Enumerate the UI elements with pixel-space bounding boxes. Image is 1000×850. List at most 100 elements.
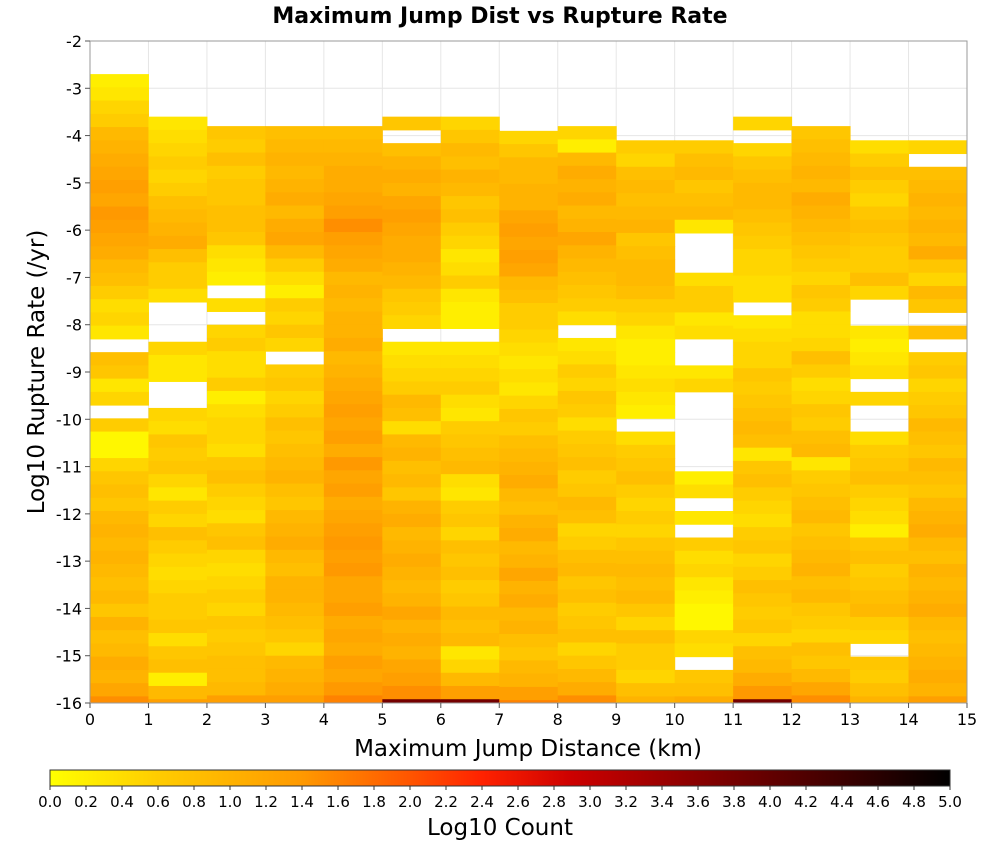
heatmap-cell [908,140,968,155]
heatmap-cell [499,647,559,661]
heatmap-cell [557,563,617,577]
heatmap-cell [90,458,149,472]
heatmap-cell [148,474,208,488]
heatmap-cell [90,365,149,380]
colorbar-tick-label: 0.2 [74,793,98,811]
heatmap-cell [791,324,851,339]
heatmap-cell [499,210,559,225]
colorbar-tick-label: 3.2 [614,793,638,811]
heatmap-cell [440,566,500,581]
heatmap-cell [382,553,442,568]
heatmap-cell [90,299,149,313]
heatmap-cell [850,511,910,525]
heatmap-cell [850,458,910,472]
heatmap-cell [557,536,617,551]
heatmap-cell [674,219,734,234]
heatmap-cell [382,474,442,488]
heatmap-cell [908,603,968,618]
heatmap-cell [206,496,266,511]
heatmap-cell [616,669,676,684]
heatmap-cell [440,460,500,475]
heatmap-cell [850,537,910,552]
heatmap-cell [382,196,442,210]
heatmap-cell [323,337,383,352]
heatmap-cell [148,169,208,184]
heatmap-cell [908,484,968,499]
heatmap-cell [148,646,208,660]
heatmap-cell [791,232,851,246]
heatmap-cell [908,563,968,578]
heatmap-cell [908,325,968,340]
heatmap-cell [674,669,734,684]
heatmap-cell [440,302,500,316]
heatmap-cell [148,633,208,647]
heatmap-cell [616,259,676,274]
heatmap-cell [148,275,208,290]
heatmap-cell [499,170,559,185]
y-tick-label: -6 [66,221,82,240]
heatmap-cell [440,249,500,263]
heatmap-cell [382,580,442,594]
heatmap-cell [265,298,325,312]
heatmap-cell [206,483,266,498]
heatmap-cell [733,288,793,303]
heatmap-cell [674,193,734,207]
heatmap-cell [791,139,851,154]
heatmap-cell [850,603,910,618]
heatmap-cell [908,444,968,459]
heatmap-cell [733,381,793,396]
heatmap-cell [382,566,442,581]
heatmap-cell [557,417,617,432]
heatmap-cell [674,537,734,552]
heatmap-cell [440,513,500,528]
heatmap-cell [733,633,793,647]
heatmap-cell [791,642,851,657]
heatmap-cell [791,337,851,352]
heatmap-cell [733,580,793,594]
heatmap-cell [90,603,149,618]
heatmap-cell [791,165,851,180]
heatmap-cell [850,166,910,181]
heatmap-cell [265,655,325,670]
heatmap-cell [90,100,149,115]
heatmap-cell [90,683,149,697]
heatmap-cell [440,540,500,555]
colorbar-tick-label: 3.6 [686,793,710,811]
heatmap-cell [499,276,559,291]
heatmap-cell [265,682,325,696]
heatmap-cell [206,549,266,564]
heatmap-cell [440,275,500,290]
heatmap-cell [382,407,442,422]
y-axis-label: Log10 Rupture Rate (/yr) [24,230,50,515]
heatmap-cell [733,434,793,449]
heatmap-cell [733,672,793,687]
heatmap-cell [616,643,676,658]
heatmap-cell [733,249,793,263]
heatmap-cell [791,602,851,617]
heatmap-cell [265,549,325,564]
heatmap-cell [616,338,676,353]
heatmap-cell [206,417,266,432]
heatmap-cell [382,527,442,541]
heatmap-cell [265,430,325,445]
colorbar-tick-label: 1.4 [290,793,314,811]
x-axis-ticks: 0 1 2 3 4 5 6 7 8 9 10 11 12 13 14 15 [85,703,977,729]
heatmap-cell [791,563,851,577]
heatmap-cell [499,355,559,370]
heatmap-cell [850,563,910,578]
heatmap-cell [733,566,793,581]
heatmap-cell [499,197,559,211]
heatmap-cell [323,682,383,696]
heatmap-cell [850,259,910,274]
heatmap-cell [382,302,442,316]
heatmap-cell [908,352,968,366]
heatmap-cell [206,139,266,154]
heatmap-cell [616,616,676,631]
heatmap-cell [557,629,617,643]
heatmap-cell [382,619,442,634]
heatmap-cell [265,563,325,577]
heatmap-cell [265,192,325,207]
heatmap-cell [499,541,559,556]
heatmap-cell [616,378,676,393]
heatmap-cell [499,316,559,330]
